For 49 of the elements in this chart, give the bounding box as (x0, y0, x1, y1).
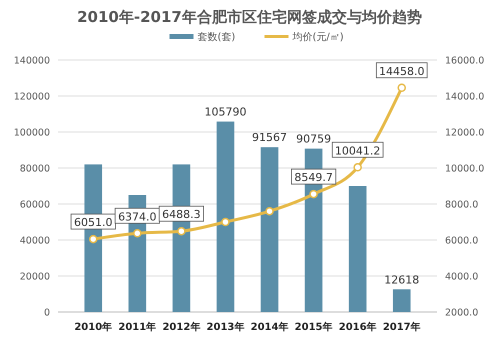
y-tick-label: 120000 (14, 92, 50, 102)
point (397, 84, 406, 92)
y2-tick-label: 8000.0 (445, 200, 478, 210)
legend-label: 均价(元/㎡) (292, 31, 344, 43)
point (309, 190, 318, 198)
y2-tick-label: 12000.0 (445, 128, 484, 138)
y-tick-label: 0 (44, 308, 50, 318)
x-tick-label: 2012年 (162, 321, 200, 333)
point (221, 218, 230, 226)
y-tick-label: 20000 (20, 272, 50, 282)
x-tick-label: 2015年 (294, 321, 333, 333)
data-label: 6374.0 (118, 210, 157, 224)
point (265, 206, 274, 216)
x-tick-label: 2014年 (250, 321, 288, 333)
data-label: 6488.3 (162, 208, 201, 222)
data-label: 8549.7 (294, 171, 333, 184)
x-tick-label: 2010年 (74, 321, 112, 333)
y-tick-label: 60000 (20, 200, 50, 210)
point (89, 234, 98, 244)
point (177, 226, 186, 236)
bar (348, 186, 366, 312)
bar (260, 147, 278, 312)
bar (392, 289, 411, 312)
data-label: 90759 (296, 132, 332, 146)
chart-title: 2010年-2017年合肥市区住宅网签成交与均价趋势 (77, 8, 422, 26)
y2-tick-label: 6000.0 (445, 236, 478, 246)
data-label: 105790 (204, 106, 246, 119)
x-tick-label: 2013年 (206, 321, 244, 333)
bar (216, 122, 234, 312)
x-tick-label: 2016年 (338, 321, 377, 333)
x-tick-label: 2011年 (118, 321, 156, 333)
data-label: 14458.0 (378, 64, 424, 78)
y2-tick-label: 2000.0 (445, 308, 478, 318)
data-label: 12618 (384, 273, 420, 286)
data-label: 10041.2 (334, 144, 380, 158)
y-tick-label: 40000 (20, 236, 50, 246)
point (133, 229, 142, 238)
data-label: 91567 (252, 131, 288, 144)
legend-label: 套数(套) (198, 31, 236, 43)
y2-tick-label: 10000.0 (445, 164, 484, 174)
y2-tick-label: 16000.0 (445, 56, 484, 66)
point (353, 163, 362, 172)
x-tick-label: 2017年 (382, 321, 421, 333)
y2-tick-label: 4000.0 (445, 272, 478, 282)
y-tick-label: 140000 (14, 56, 50, 66)
y-tick-label: 80000 (20, 164, 50, 174)
y-tick-label: 100000 (14, 128, 50, 138)
data-label: 6051.0 (74, 216, 113, 230)
y2-tick-label: 14000.0 (445, 92, 484, 102)
